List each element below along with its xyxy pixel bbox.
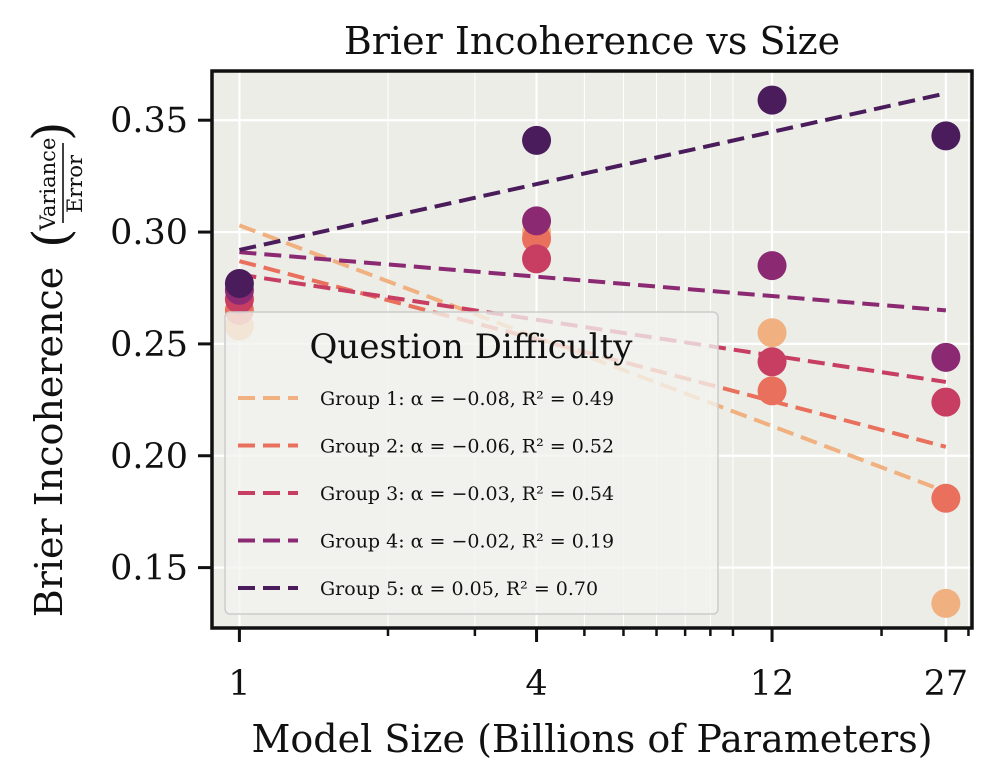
x-tick-label: 1 xyxy=(228,664,250,704)
data-point-group-4 xyxy=(757,251,787,281)
y-axis-label-open-paren: ( xyxy=(22,228,80,248)
y-tick-label: 0.20 xyxy=(110,437,188,477)
y-axis-label: Brier Incoherence ( Variance Error ) xyxy=(22,121,87,617)
data-point-group-5 xyxy=(757,85,787,115)
y-axis-label-denominator: Error xyxy=(63,154,87,213)
fit-line-group-5 xyxy=(238,91,947,252)
x-tick-label: 27 xyxy=(924,664,969,704)
legend-label-group-1: Group 1: α = −0.08, R² = 0.49 xyxy=(320,388,614,410)
legend-label-group-4: Group 4: α = −0.02, R² = 0.19 xyxy=(320,531,614,553)
data-point-group-2 xyxy=(931,483,961,513)
y-tick-label: 0.30 xyxy=(110,213,188,253)
y-axis-ticks: 0.15 0.20 0.25 0.30 0.35 xyxy=(110,101,212,589)
data-point-group-3 xyxy=(757,347,787,377)
legend-entries: Group 1: α = −0.08, R² = 0.49 Group 2: α … xyxy=(238,388,614,600)
legend-title: Question Difficulty xyxy=(310,327,634,367)
x-tick-label: 4 xyxy=(525,664,547,704)
data-point-group-2 xyxy=(757,376,787,406)
data-point-group-4 xyxy=(931,342,961,372)
data-point-group-3 xyxy=(931,387,961,417)
data-point-group-3 xyxy=(522,244,552,274)
y-axis-label-close-paren: ) xyxy=(22,121,80,141)
legend: Question Difficulty Group 1: α = −0.08, … xyxy=(224,311,719,615)
data-point-group-5 xyxy=(224,269,254,299)
y-tick-label: 0.25 xyxy=(110,325,188,365)
plot-frame xyxy=(210,69,974,630)
data-point-group-5 xyxy=(522,125,552,155)
y-tick-label: 0.35 xyxy=(110,101,188,141)
y-axis-label-text: Brier Incoherence xyxy=(27,267,71,617)
data-point-group-4 xyxy=(522,206,552,236)
chart-title: Brier Incoherence vs Size xyxy=(344,19,840,63)
x-axis-label: Model Size (Billions of Parameters) xyxy=(251,717,932,761)
fit-line-group-4 xyxy=(239,250,947,313)
legend-box xyxy=(224,311,719,615)
legend-label-group-2: Group 2: α = −0.06, R² = 0.52 xyxy=(320,436,614,458)
x-tick-label: 12 xyxy=(750,664,795,704)
data-point-group-5 xyxy=(931,121,961,151)
data-point-group-1 xyxy=(931,588,961,618)
legend-label-group-5: Group 5: α = 0.05, R² = 0.70 xyxy=(320,578,598,600)
data-point-group-1 xyxy=(757,318,787,348)
y-axis-label-numerator: Variance xyxy=(36,138,60,232)
legend-label-group-3: Group 3: α = −0.03, R² = 0.54 xyxy=(320,483,614,505)
y-tick-label: 0.15 xyxy=(110,549,188,589)
x-axis-ticks: 1 4 12 27 xyxy=(228,628,970,704)
